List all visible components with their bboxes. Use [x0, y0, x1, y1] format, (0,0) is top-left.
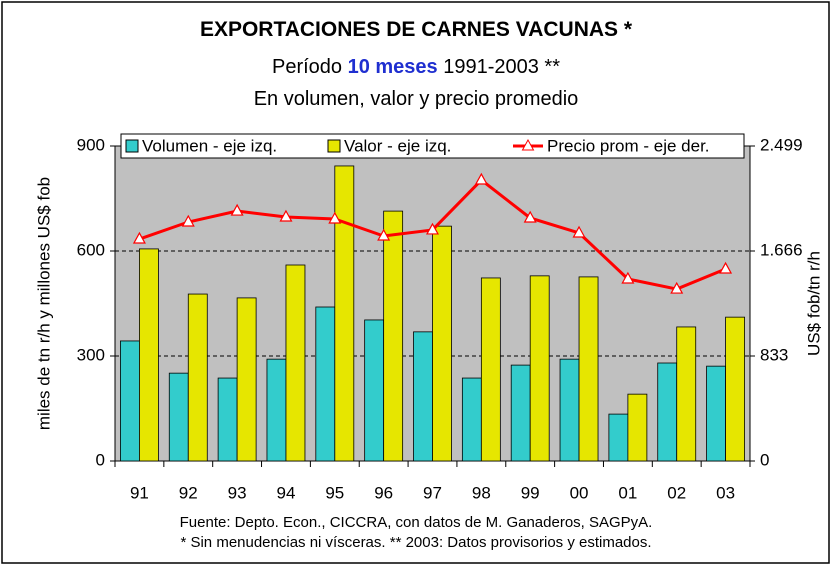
bar [706, 365, 726, 462]
y-tick-label: 900 [77, 135, 105, 154]
bar [529, 275, 550, 462]
bar [578, 276, 599, 462]
bar [676, 326, 697, 462]
marker [377, 228, 391, 241]
bar [480, 277, 501, 462]
bar [285, 264, 306, 462]
marker [230, 203, 244, 216]
legend: Volumen - eje izq. Valor - eje izq. Precio… [120, 133, 745, 159]
subtitle-text: 1991-2003 ** [437, 56, 560, 78]
x-tick-label: 00 [570, 483, 589, 502]
marker [621, 271, 635, 284]
y2-tick-label: 833 [760, 345, 788, 364]
subtitle-text: Período [271, 56, 348, 78]
subtitle: Período 10 meses 1991-2003 ** [0, 56, 832, 79]
x-tick-label: 01 [618, 483, 637, 502]
bar [236, 297, 257, 462]
bar [510, 364, 531, 462]
subtitle: En volumen, valor y precio promedio [253, 88, 579, 110]
marker [474, 172, 488, 185]
bar [657, 362, 678, 462]
bar [608, 413, 629, 462]
footnote: * Sin menudencias ni vísceras. ** 2003: … [180, 534, 652, 551]
chart-title: EXPORTACIONES DE CARNES VACUNAS * [199, 18, 633, 41]
y-tick-label: 600 [77, 240, 105, 259]
x-tick-label: 03 [716, 483, 735, 502]
y-tick-label: 0 [96, 450, 105, 469]
legend-swatch [327, 139, 341, 153]
bar [120, 340, 140, 462]
bar [334, 165, 355, 462]
x-tick-label: 97 [423, 483, 442, 502]
bar [364, 319, 385, 462]
marker [132, 231, 146, 244]
y-axis-label: miles de tn r/h y millones US$ fob [34, 177, 53, 430]
x-tick-label: 96 [374, 483, 393, 502]
bar [315, 306, 336, 462]
legend-swatch [125, 139, 139, 153]
y2-tick-label: 0 [760, 450, 769, 469]
bar [627, 393, 648, 462]
x-tick-label: 93 [228, 483, 247, 502]
x-tick-label: 94 [277, 483, 296, 502]
marker [181, 214, 195, 227]
x-tick-label: 92 [179, 483, 198, 502]
bar [266, 358, 287, 462]
bar [187, 293, 208, 462]
bar [413, 331, 433, 462]
x-tick-label: 95 [325, 483, 344, 502]
marker [425, 222, 440, 235]
marker [523, 210, 537, 223]
bar [217, 377, 238, 462]
bar [461, 377, 482, 462]
marker [670, 281, 684, 294]
y2-tick-label: 2.499 [760, 135, 803, 154]
bar [432, 225, 452, 462]
footnote: Fuente: Depto. Econ., CICCRA, con datos … [179, 514, 653, 531]
y-tick-label: 300 [77, 345, 105, 364]
legend-box [120, 133, 745, 159]
marker [572, 225, 586, 238]
y2-tick-label: 1.666 [760, 240, 803, 259]
bar [168, 372, 189, 462]
legend-label: Valor - eje izq. [344, 136, 451, 155]
legend-marker [521, 138, 535, 151]
legend-label: Volumen - eje izq. [142, 136, 277, 155]
legend-label: Precio prom - eje der. [547, 136, 710, 155]
y2-axis-label: US$ fob/tn r/h [804, 251, 823, 356]
x-tick-label: 98 [472, 483, 491, 502]
x-tick-label: 99 [521, 483, 540, 502]
marker [719, 261, 733, 274]
x-tick-label: 91 [130, 483, 149, 502]
x-tick-label: 02 [667, 483, 686, 502]
marker [279, 209, 293, 222]
subtitle-highlight: 10 meses [347, 56, 438, 78]
bar [383, 210, 404, 462]
bar [139, 248, 159, 462]
bar [559, 358, 580, 462]
marker [328, 211, 342, 224]
bar [725, 316, 745, 462]
